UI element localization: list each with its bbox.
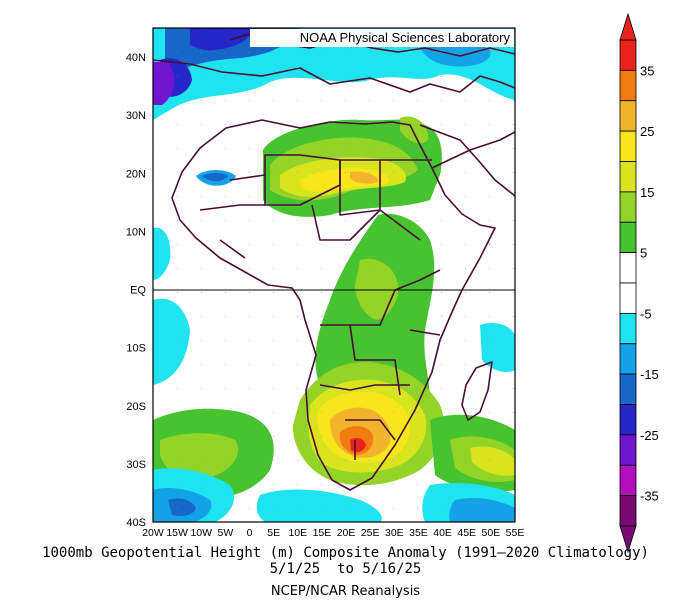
colorbar-box: [619, 282, 637, 314]
colorbar-min-arrow: [619, 525, 637, 554]
colorbar-box: [619, 252, 637, 284]
colorbar-box: [619, 373, 637, 405]
colorbar-label: -15: [640, 367, 659, 382]
colorbar-box: [619, 130, 637, 162]
lat-label: EQ: [130, 285, 146, 297]
lat-label: 10S: [126, 343, 146, 355]
lon-label: 35E: [409, 527, 428, 539]
colorbar-label: 25: [640, 124, 654, 139]
colorbar-box: [619, 39, 637, 71]
colorbar-box: [619, 161, 637, 193]
colorbar-label: -25: [640, 428, 659, 443]
lon-label: 20W: [142, 527, 164, 539]
lat-label: 40S: [126, 517, 146, 529]
lon-label: 20E: [337, 527, 356, 539]
lat-label: 30N: [126, 110, 146, 122]
lon-label: 15W: [166, 527, 188, 539]
lon-label: 15E: [313, 527, 332, 539]
lon-label: 55E: [506, 527, 525, 539]
colorbar-label: 15: [640, 185, 654, 200]
colorbar-label: -35: [640, 489, 659, 504]
lat-label: 20N: [126, 168, 146, 180]
lat-label: 10N: [126, 226, 146, 238]
grid-dots: [153, 28, 515, 522]
latitude-labels: 40N 30N 20N 10N EQ 10S 20S 30S 40S: [126, 52, 147, 529]
colorbar-box: [619, 495, 637, 527]
colorbar-box: [619, 221, 637, 254]
caption-title: 1000mb Geopotential Height (m) Composite…: [42, 545, 649, 561]
colorbar-box: [619, 100, 637, 132]
lon-label: 25E: [361, 527, 380, 539]
colorbar-box: [619, 191, 637, 223]
colorbar-box: [619, 343, 637, 375]
lon-label: 10E: [288, 527, 307, 539]
credit-text: NOAA Physical Sciences Laboratory: [300, 30, 511, 45]
credit-banner: [250, 29, 514, 47]
lon-label: 40E: [433, 527, 452, 539]
colorbar-box: [619, 464, 637, 497]
colorbar-box: [619, 434, 637, 466]
colorbar-label: -5: [640, 306, 652, 321]
lat-label: 40N: [126, 52, 146, 64]
lon-label: 10W: [190, 527, 212, 539]
lon-label: 30E: [385, 527, 404, 539]
map-frame: [152, 27, 516, 523]
lon-label: 50E: [482, 527, 501, 539]
colorbar-box: [619, 69, 637, 102]
colorbar: 35 25 15 5 -5 -15 -25 -35: [619, 12, 659, 554]
lon-label: 45E: [457, 527, 476, 539]
longitude-labels: 20W 15W 10W 5W 0 5E 10E 15E 20E 25E 30E 35E 40E 45E 50…: [142, 527, 524, 539]
lon-label: 5W: [218, 527, 234, 539]
lat-label: 20S: [126, 401, 146, 413]
lat-label: 30S: [126, 459, 146, 471]
colorbar-label: 5: [640, 246, 647, 261]
lon-label: 5E: [267, 527, 280, 539]
colorbar-box: [619, 312, 637, 345]
colorbar-max-arrow: [619, 12, 637, 41]
caption-dates: 5/1/25 to 5/16/25: [269, 561, 422, 577]
lon-label: 0: [247, 527, 253, 539]
colorbar-label: 35: [640, 63, 654, 78]
caption-source: NCEP/NCAR Reanalysis: [270, 584, 421, 599]
colorbar-box: [619, 404, 637, 436]
